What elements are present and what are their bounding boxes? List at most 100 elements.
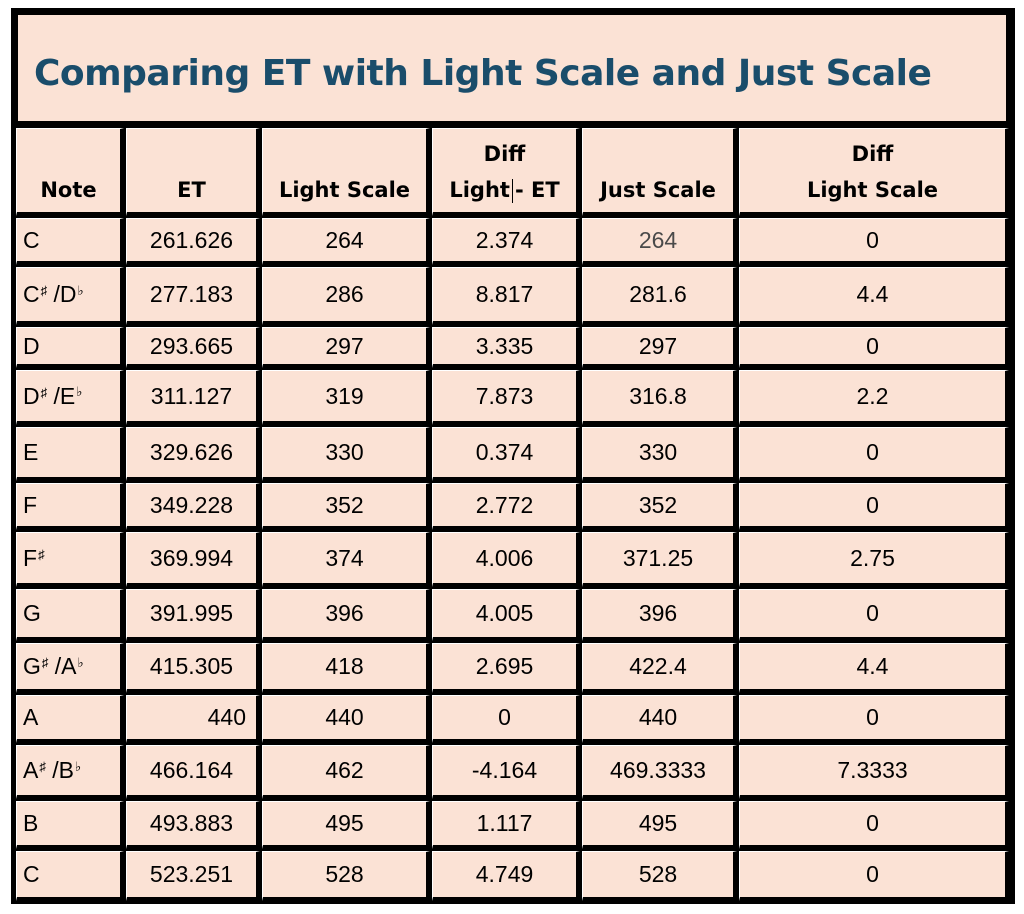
cell-diff-light-et: 2.695 [432,643,580,693]
cell-et: 277.183 [126,267,260,325]
cell-light-scale: 374 [262,532,430,587]
cell-light-scale: 352 [262,483,430,530]
note-name: C [23,226,40,253]
note-name-alt: E [59,382,76,409]
cell-just-scale: 396 [582,589,737,641]
header-just-scale: Just Scale [582,128,737,216]
header-line2: ET [177,178,206,202]
cell-diff-light-just: 0 [739,695,1009,743]
note-name: B [23,810,39,836]
note-name: C [23,861,40,887]
cell-note: C [16,851,124,901]
cell-diff-light-just: 0 [739,218,1009,265]
cell-light-scale: 319 [262,370,430,425]
note-name: G [23,600,41,626]
cell-note: G [16,589,124,641]
note-name: C [23,281,40,307]
cell-note: C [16,218,124,265]
note-name-alt: A [61,653,77,679]
cell-just-scale: 528 [582,851,737,901]
cell-just-scale: 281.6 [582,267,737,325]
cell-diff-light-et: 7.873 [432,370,580,425]
cell-light-scale: 396 [262,589,430,641]
cell-et: 261.626 [126,218,260,265]
cell-diff-light-et: 2.374 [432,218,580,265]
cell-note: D ♯ / E ♭ [16,370,124,425]
flat-icon: ♭ [77,282,84,298]
cell-diff-light-et: -4.164 [432,745,580,799]
cell-note: A ♯ / B ♭ [16,745,124,799]
header-line2: Note [40,178,97,202]
header-note: Note [16,128,124,216]
cell-diff-light-just: 4.4 [739,643,1009,693]
cell-diff-light-et: 0.374 [432,427,580,481]
flat-icon: ♭ [76,384,83,399]
cell-just-scale: 264 [582,218,737,265]
cell-et: 293.665 [126,327,260,368]
cell-diff-light-just: 0 [739,851,1009,901]
cell-light-scale: 297 [262,327,430,368]
cell-note: F [16,483,124,530]
cell-note: F ♯ [16,532,124,587]
note-name: E [23,439,39,465]
cell-just-scale: 495 [582,801,737,849]
header-diff-light-et: Diff Light - ET [432,128,580,216]
cell-light-scale: 528 [262,851,430,901]
sharp-icon: ♯ [39,759,46,774]
header-line2: Light Scale [806,178,939,202]
sharp-icon: ♯ [40,283,48,298]
cell-et: 415.305 [126,643,260,693]
cell-et: 311.127 [126,370,260,425]
cell-diff-light-just: 4.4 [739,267,1009,325]
sharp-icon: ♯ [40,384,48,400]
cell-diff-light-just: 0 [739,427,1009,481]
cell-diff-light-et: 4.005 [432,589,580,641]
cell-just-scale: 422.4 [582,643,737,693]
header-line2b: - ET [514,178,560,202]
note-name-alt: B [58,757,74,783]
cell-note: D [16,327,124,368]
cell-diff-light-et: 3.335 [432,327,580,368]
cell-note: E [16,427,124,481]
cell-just-scale: 440 [582,695,737,743]
cell-diff-light-just: 0 [739,483,1009,530]
page-title: Comparing ET with Light Scale and Just S… [34,53,932,94]
note-name-alt: D [59,281,77,307]
note-separator: / [45,757,59,783]
header-et: ET [126,128,260,216]
cell-light-scale: 440 [262,695,430,743]
header-diff-light-just: Diff Light Scale [739,128,1009,216]
cell-just-scale: 469.3333 [582,745,737,799]
cell-light-scale: 330 [262,427,430,481]
cell-just-scale: 371.25 [582,532,737,587]
header-line2a: Light [449,178,510,202]
header-line2: Light Scale [278,178,411,202]
cell-light-scale: 418 [262,643,430,693]
cell-diff-light-just: 7.3333 [739,745,1009,799]
cell-diff-light-just: 0 [739,589,1009,641]
cell-note: A [16,695,124,743]
header-light-scale: Light Scale [262,128,430,216]
title-banner: Comparing ET with Light Scale and Just S… [17,14,1007,122]
note-separator: / [48,653,62,679]
cell-diff-light-just: 2.75 [739,532,1009,587]
text-cursor [511,179,513,203]
cell-et: 349.228 [126,483,260,530]
cell-just-scale: 352 [582,483,737,530]
cell-diff-light-et: 1.117 [432,801,580,849]
sharp-icon: ♯ [41,655,49,670]
cell-et: 523.251 [126,851,260,901]
header-line2: Light - ET [449,172,560,208]
header-line1: Diff [851,142,894,166]
header-line1: Diff [483,142,526,166]
cell-diff-light-et: 4.006 [432,532,580,587]
cell-et: 466.164 [126,745,260,799]
flat-icon: ♭ [77,654,84,670]
cell-note: B [16,801,124,849]
note-name: F [23,544,38,571]
table-frame: Comparing ET with Light Scale and Just S… [11,8,1015,904]
cell-diff-light-just: 0 [739,327,1009,368]
sharp-icon: ♯ [38,546,45,562]
cell-light-scale: 462 [262,745,430,799]
cell-light-scale: 286 [262,267,430,325]
